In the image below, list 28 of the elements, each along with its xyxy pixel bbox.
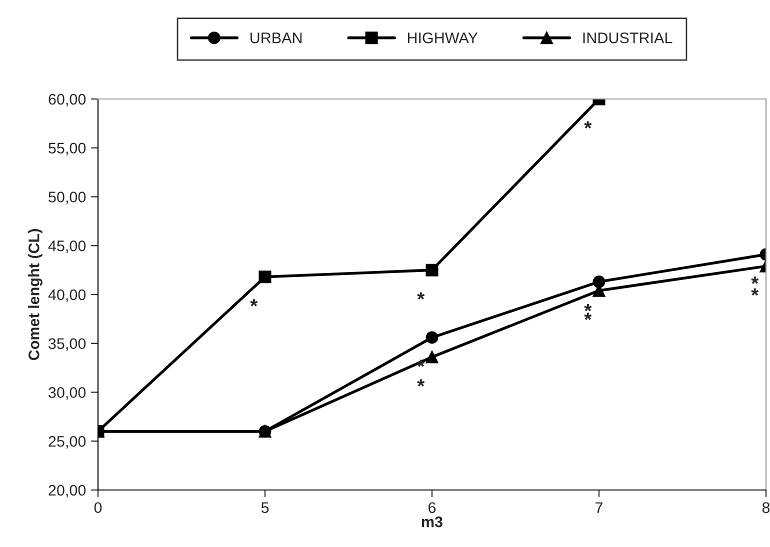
data-label: * [751, 288, 759, 296]
x-tick-label: 7 [596, 502, 602, 513]
legend-label: URBAN [250, 32, 302, 44]
x-tick-label: 8 [762, 502, 770, 514]
y-tick-label: 20,00 [48, 484, 86, 498]
data-label: * [751, 276, 759, 284]
y-tick-label: 50,00 [48, 192, 86, 204]
x-tick-label: 0 [94, 502, 102, 514]
y-tick-label: 60,00 [48, 94, 86, 106]
x-tick-label: 5 [261, 502, 269, 514]
data-label: * [584, 312, 592, 320]
y-tick-label: 25,00 [48, 436, 86, 449]
y-axis-title: Comet lenght (CL) [28, 229, 42, 360]
y-tick-label: 30,00 [48, 387, 86, 400]
x-axis-title: m3 [422, 516, 442, 528]
y-tick-label: 55,00 [48, 142, 86, 156]
data-label: * [417, 360, 425, 367]
x-tick-label: 6 [428, 502, 436, 514]
y-tick-label: 40,00 [48, 289, 86, 302]
legend-label: INDUSTRIAL [583, 32, 672, 44]
legend-label: HIGHWAY [408, 32, 478, 44]
y-tick-label: 35,00 [48, 338, 86, 351]
data-label: * [584, 121, 592, 128]
data-label: * [584, 304, 592, 312]
data-label: * [417, 379, 425, 386]
y-tick-label: 45,00 [48, 240, 86, 254]
data-label: * [250, 299, 258, 306]
data-label: * [417, 292, 425, 300]
